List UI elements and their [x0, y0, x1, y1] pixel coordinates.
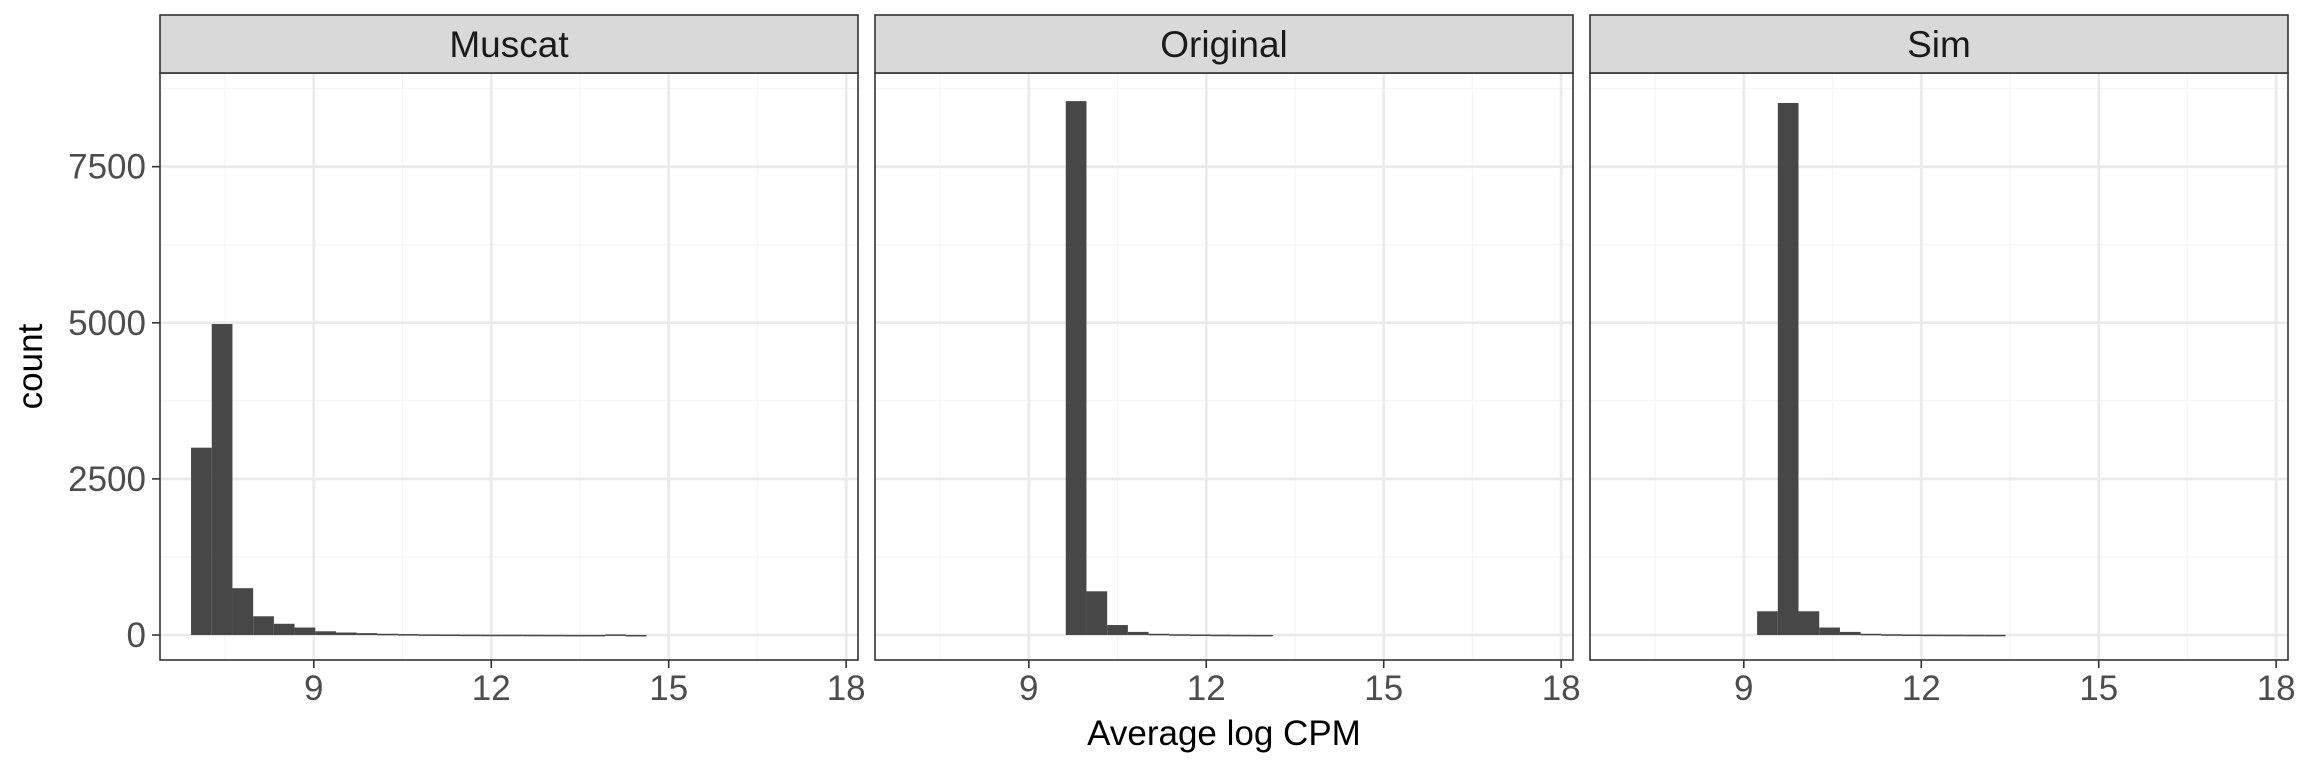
- histogram-bar: [273, 623, 295, 636]
- histogram-bar: [480, 634, 502, 637]
- histogram-bar: [1189, 634, 1211, 637]
- facet-panel-original: Original 9 12 15 18: [874, 14, 1581, 708]
- x-axis-title: Average log CPM: [1087, 714, 1361, 753]
- histogram-bar: [335, 632, 357, 636]
- x-tick-label: 18: [827, 669, 866, 708]
- y-tick-label: 7500: [68, 148, 146, 187]
- histogram-bar: [1984, 634, 2006, 637]
- x-tick-label: 18: [2257, 669, 2296, 708]
- x-tick-label: 9: [1019, 669, 1038, 708]
- facet-strip: [874, 14, 1574, 74]
- x-tick-label: 15: [649, 669, 688, 708]
- histogram-bar: [1922, 634, 1944, 637]
- histogram-bar: [439, 634, 461, 637]
- facet-strip: [159, 14, 859, 74]
- histogram-bar: [232, 588, 254, 636]
- histogram-bar: [253, 616, 274, 636]
- histogram-bar: [1902, 634, 1923, 637]
- histogram-bar: [501, 634, 523, 637]
- x-tick-label: 12: [1187, 669, 1226, 708]
- panel-background: [1590, 73, 2288, 660]
- histogram-bar: [1964, 634, 1985, 637]
- histogram-bar: [1127, 631, 1149, 636]
- histogram-bar: [211, 324, 233, 636]
- histogram-bar: [1757, 611, 1778, 636]
- x-tick-label: 12: [1902, 669, 1941, 708]
- facet-label: Muscat: [449, 24, 569, 65]
- histogram-bar: [294, 627, 316, 636]
- histogram-bar: [377, 633, 399, 636]
- histogram-bar: [584, 634, 606, 637]
- x-tick-label: 9: [1734, 669, 1753, 708]
- histogram-bar: [1819, 627, 1840, 636]
- panel-background: [875, 73, 1573, 660]
- histogram-bar: [1107, 625, 1128, 636]
- histogram-bar: [522, 634, 544, 637]
- histogram-bar: [1252, 634, 1273, 637]
- facet-panel-muscat: Muscat 9 12 15 18: [159, 14, 866, 708]
- histogram-bar: [1169, 634, 1190, 636]
- histogram-bar: [356, 633, 378, 636]
- y-axis-title: count: [11, 323, 50, 409]
- histogram-bar: [1065, 101, 1087, 636]
- x-tick-label: 18: [1542, 669, 1581, 708]
- histogram-bar: [1086, 591, 1108, 636]
- facet-label: Sim: [1907, 24, 1971, 65]
- histogram-bar: [625, 634, 647, 637]
- histogram-bar: [543, 634, 564, 637]
- histogram-bar: [1231, 634, 1253, 637]
- histogram-bar: [1210, 634, 1232, 637]
- panel-background: [160, 73, 858, 660]
- histogram-bar: [1798, 611, 1820, 636]
- histogram-bar: [1839, 631, 1861, 636]
- facet-panel-sim: Sim 9 12 15 18: [1589, 14, 2296, 708]
- histogram-bar: [418, 634, 440, 636]
- x-tick-label: 15: [1364, 669, 1403, 708]
- x-tick-label: 9: [304, 669, 323, 708]
- x-tick-label: 12: [472, 669, 511, 708]
- facet-strip: [1589, 14, 2289, 74]
- histogram-bar: [1943, 634, 1965, 637]
- histogram-bar: [1777, 102, 1799, 636]
- histogram-bar: [1860, 633, 1882, 636]
- y-tick-label: 0: [127, 616, 146, 655]
- histogram-bar: [1148, 633, 1170, 636]
- histogram-bar: [605, 634, 626, 636]
- facet-label: Original: [1160, 24, 1288, 65]
- histogram-bar: [1881, 634, 1903, 636]
- y-tick-label: 5000: [68, 304, 146, 343]
- x-tick-label: 15: [2079, 669, 2118, 708]
- y-tick-label: 2500: [68, 460, 146, 499]
- histogram-bar: [398, 634, 419, 636]
- histogram-bar: [563, 634, 585, 637]
- histogram-bar: [460, 634, 481, 637]
- histogram-bar: [191, 447, 212, 636]
- histogram-bar: [315, 631, 336, 636]
